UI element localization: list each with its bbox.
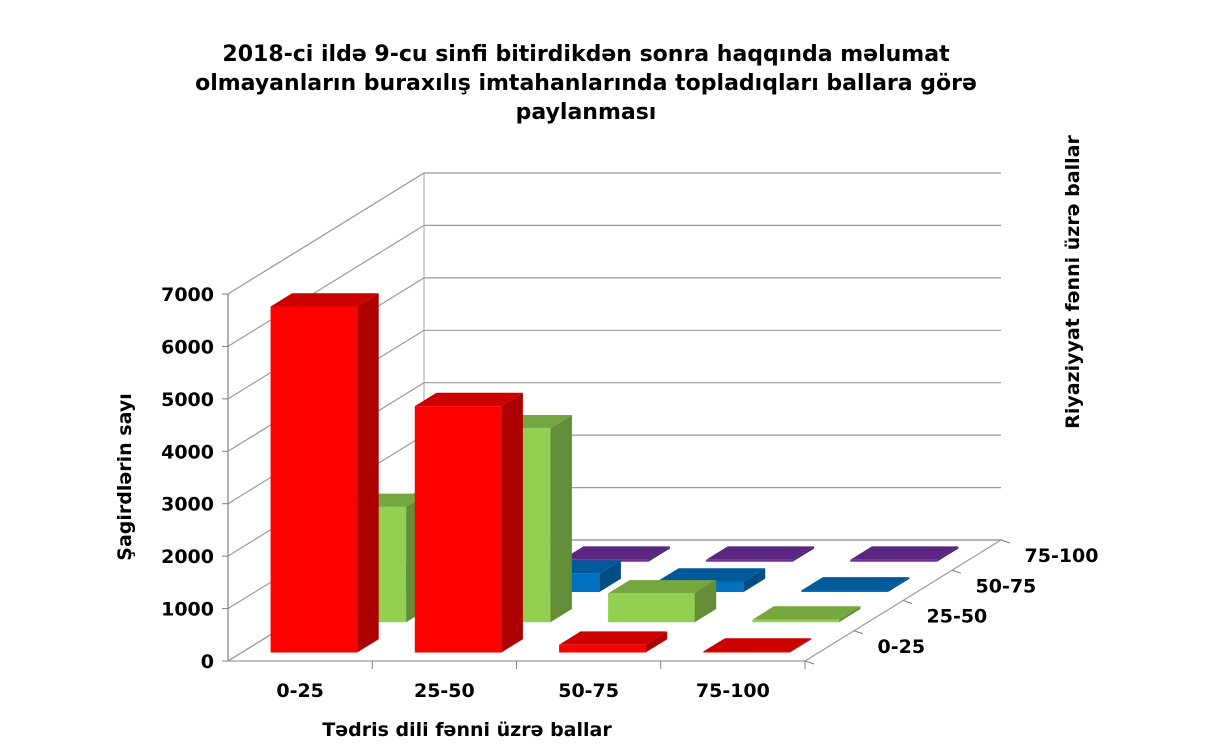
y-axis-ticks: 0 1000 2000 3000 4000 5000 6000 7000	[161, 284, 214, 673]
depth-tick-label: 75-100	[1025, 545, 1099, 567]
bar-side	[648, 546, 670, 562]
depth-tick-mark	[804, 660, 815, 665]
bar-front	[414, 406, 502, 653]
depth-tick-mark	[951, 569, 962, 574]
depth-tick-mark	[1000, 539, 1011, 544]
bar-front	[703, 651, 790, 653]
depth-tick-mark	[902, 600, 913, 604]
bar-front	[801, 590, 888, 592]
bars	[270, 293, 959, 653]
depth-tick-mark	[853, 630, 864, 635]
chart-title-line-1: 2018-ci ildə 9-cu sinfi bitirdikdən sonr…	[222, 42, 950, 67]
bar-top	[703, 638, 812, 652]
bar-side	[694, 580, 717, 623]
bar-75-100-50-75	[706, 546, 815, 562]
bar-front	[608, 593, 695, 623]
depth-tick-label: 0-25	[878, 636, 926, 658]
bar-top	[706, 546, 815, 560]
y-tick-label: 5000	[161, 389, 214, 411]
x-axis-title: Tədris dili fənni üzrə ballar	[322, 719, 612, 741]
y-tick-label: 2000	[161, 546, 214, 568]
bar-side	[357, 293, 379, 653]
bar-side	[789, 638, 812, 653]
bar-top	[850, 546, 959, 560]
bar-top	[559, 631, 668, 645]
y-tick-label: 6000	[161, 336, 214, 358]
y-tick-label: 4000	[161, 441, 214, 463]
bar-top	[657, 568, 766, 582]
bar-side	[936, 546, 959, 562]
bar-front	[752, 619, 839, 623]
x-axis-ticks: 0-25 25-50 50-75 75-100	[276, 680, 770, 702]
y-tick-label: 1000	[161, 599, 214, 621]
x-tick-label: 50-75	[558, 680, 619, 702]
depth-tick-label: 25-50	[927, 606, 988, 628]
bar-25-50-75-100	[752, 606, 861, 623]
depth-tick-label: 50-75	[976, 575, 1037, 597]
bar-top	[752, 606, 861, 620]
bar-top	[801, 577, 910, 591]
bar-25-50-50-75	[608, 580, 717, 623]
x-tick-label: 75-100	[696, 680, 770, 702]
bar-side	[501, 392, 523, 653]
y-tick-label: 3000	[161, 494, 214, 516]
bar-side	[838, 606, 861, 623]
chart-title-line-2: olmayanların buraxılış imtahanlarında to…	[195, 71, 977, 96]
bar-0-25-0-25	[270, 293, 379, 653]
bar-side	[599, 560, 621, 592]
bar-front	[559, 644, 646, 653]
bar-side	[792, 546, 815, 562]
bar-75-100-75-100	[850, 546, 959, 562]
bar-front	[270, 306, 358, 653]
bar-top	[270, 293, 379, 307]
bar-side	[550, 415, 572, 623]
bar-side	[743, 568, 766, 592]
bar-front	[706, 559, 793, 562]
bar-50-75-75-100	[801, 577, 910, 592]
x-tick-label: 0-25	[276, 680, 324, 702]
z-axis-title: Riyaziyyat fənni üzrə ballar	[1062, 135, 1084, 429]
chart-title-line-3: paylanması	[516, 100, 657, 125]
bar-top	[561, 546, 670, 560]
bar-front	[850, 559, 937, 562]
bar-top	[608, 580, 717, 594]
chart-title: 2018-ci ildə 9-cu sinfi bitirdikdən sonr…	[195, 42, 977, 125]
bar-side	[887, 577, 910, 592]
bar-75-100-25-50	[561, 546, 670, 562]
x-tick-label: 25-50	[414, 680, 475, 702]
bar-0-25-25-50	[414, 392, 523, 653]
y-tick-label: 0	[201, 651, 214, 673]
bar-top	[414, 392, 523, 407]
bar-0-25-50-75	[559, 631, 668, 653]
y-axis-title: Şagirdlərin sayı	[114, 393, 136, 560]
bar-0-25-75-100	[703, 638, 812, 653]
y-tick-label: 7000	[161, 284, 214, 306]
gridline	[227, 172, 1001, 295]
bar-side	[645, 631, 668, 653]
